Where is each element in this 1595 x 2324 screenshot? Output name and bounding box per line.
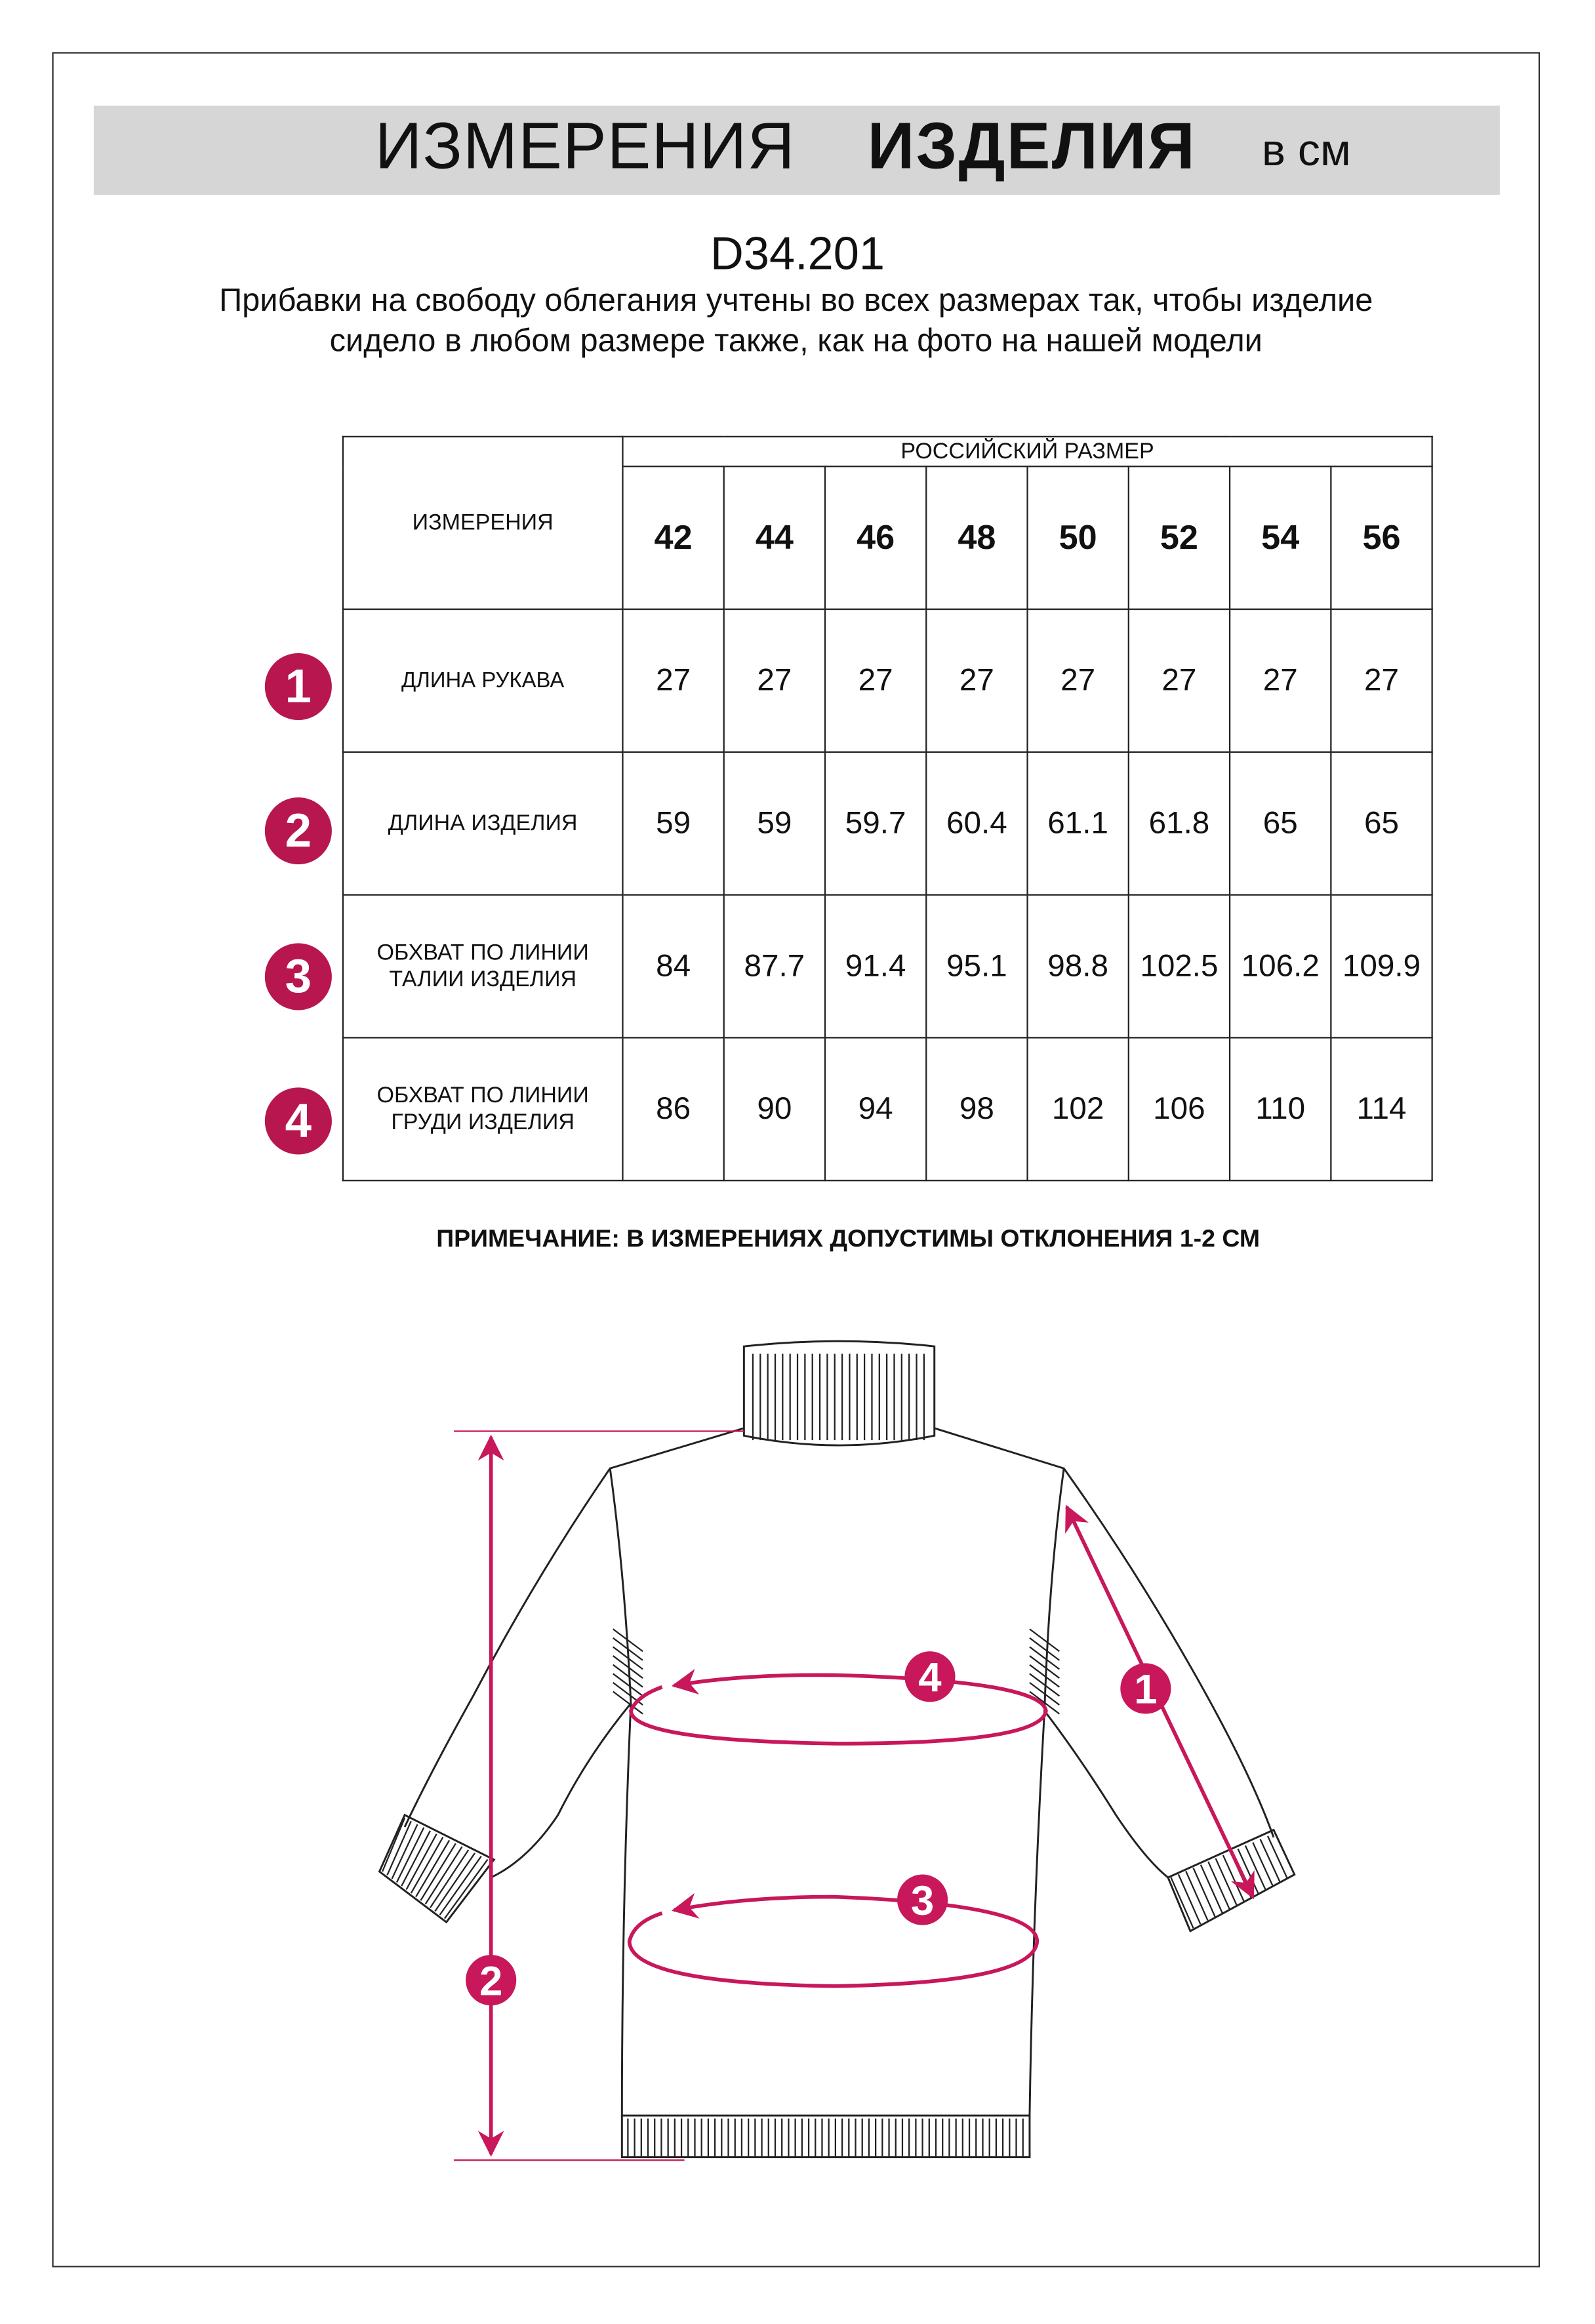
- size-table: ИЗМЕРЕНИЯ РОССИЙСКИЙ РАЗМЕР 42 44 46 48 50 52…: [342, 435, 1433, 1182]
- table-row: ОБХВАТ ПО ЛИНИИ ГРУДИ ИЗДЕЛИЯ 86 90 94 98 102…: [342, 1037, 1433, 1182]
- size-header-48: 48: [925, 466, 1028, 611]
- size-header-56: 56: [1330, 466, 1433, 611]
- rib-texture: [382, 1353, 1288, 2157]
- diagram-marker-1: 1: [1120, 1663, 1171, 1714]
- row-badge-4: 4: [264, 1087, 332, 1155]
- size-header-42: 42: [622, 466, 725, 611]
- row-badge-3: 3: [264, 942, 332, 1010]
- table-cell: 59.7: [824, 751, 927, 896]
- table-cell: 94: [824, 1037, 927, 1182]
- table-row: ДЛИНА ИЗДЕЛИЯ 59 59 59.7 60.4 61.1 61.8 65 65: [342, 751, 1433, 896]
- table-cell: 106.2: [1228, 894, 1332, 1039]
- chest-ellipse: [629, 1668, 1048, 1746]
- diagram-marker-4: 4: [904, 1651, 956, 1702]
- title-light: ИЗМЕРЕНИЯ: [374, 110, 796, 184]
- svg-text:2: 2: [479, 1957, 502, 2004]
- diagram-marker-2: 2: [466, 1955, 517, 2006]
- row-badge-1: 1: [264, 652, 332, 721]
- row-label: ОБХВАТ ПО ЛИНИИ ГРУДИ ИЗДЕЛИЯ: [342, 1037, 624, 1182]
- corner-label: ИЗМЕРЕНИЯ: [342, 435, 624, 611]
- table-cell: 27: [824, 608, 927, 753]
- table-cell: 27: [1026, 608, 1129, 753]
- table-row: ДЛИНА РУКАВА 27 27 27 27 27 27 27 27: [342, 608, 1433, 753]
- table-cell: 27: [1228, 608, 1332, 753]
- table-cell: 106: [1127, 1037, 1231, 1182]
- sweater-outline: [378, 1340, 1296, 2159]
- size-header-54: 54: [1228, 466, 1332, 611]
- row-label: ОБХВАТ ПО ЛИНИИ ТАЛИИ ИЗДЕЛИЯ: [342, 894, 624, 1039]
- guide-lines: [453, 1430, 744, 2161]
- table-cell: 114: [1330, 1037, 1433, 1182]
- table-cell: 98: [925, 1037, 1028, 1182]
- table-cell: 90: [723, 1037, 826, 1182]
- table-cell: 27: [925, 608, 1028, 753]
- table-cell: 27: [723, 608, 826, 753]
- svg-text:1: 1: [1134, 1666, 1157, 1713]
- table-cell: 84: [622, 894, 725, 1039]
- diagram-markers: 1 2 3 4: [466, 1651, 1171, 2006]
- description: Прибавки на свободу облегания учтены во …: [219, 283, 1373, 359]
- table-cell: 27: [622, 608, 725, 753]
- table-cell: 61.8: [1127, 751, 1231, 896]
- note: ПРИМЕЧАНИЕ: В ИЗМЕРЕНИЯХ ДОПУСТИМЫ ОТКЛО…: [436, 1226, 1261, 1253]
- diagram-marker-3: 3: [897, 1874, 948, 1925]
- row-label: ДЛИНА ИЗДЕЛИЯ: [342, 751, 624, 896]
- size-header-row: 42 44 46 48 50 52 54 56: [343, 466, 1433, 611]
- table-cell: 59: [723, 751, 826, 896]
- product-code: D34.201: [710, 228, 885, 280]
- table-cell: 98.8: [1026, 894, 1129, 1039]
- size-header-52: 52: [1127, 466, 1231, 611]
- table-cell: 65: [1330, 751, 1433, 896]
- table-row: ОБХВАТ ПО ЛИНИИ ТАЛИИ ИЗДЕЛИЯ 84 87.7 91.4 9…: [342, 894, 1433, 1039]
- size-header-46: 46: [824, 466, 927, 611]
- table-cell: 102: [1026, 1037, 1129, 1182]
- table-cell: 109.9: [1330, 894, 1433, 1039]
- table-cell: 65: [1228, 751, 1332, 896]
- measure-marks: [477, 1434, 1255, 2157]
- table-cell: 102.5: [1127, 894, 1231, 1039]
- row-label: ДЛИНА РУКАВА: [342, 608, 624, 753]
- table-cell: 110: [1228, 1037, 1332, 1182]
- row-badge-2: 2: [264, 797, 332, 865]
- svg-text:3: 3: [911, 1877, 934, 1924]
- table-cell: 87.7: [723, 894, 826, 1039]
- title-bold: ИЗДЕЛИЯ: [867, 110, 1197, 184]
- group-label: РОССИЙСКИЙ РАЗМЕР: [622, 435, 1433, 468]
- table-cell: 60.4: [925, 751, 1028, 896]
- size-header-44: 44: [723, 466, 826, 611]
- title-banner: [93, 106, 1500, 195]
- table-cell: 91.4: [824, 894, 927, 1039]
- size-header-50: 50: [1026, 466, 1129, 611]
- table-cell: 59: [622, 751, 725, 896]
- table-cell: 95.1: [925, 894, 1028, 1039]
- table-cell: 61.1: [1026, 751, 1129, 896]
- table-cell: 27: [1330, 608, 1433, 753]
- table-cell: 86: [622, 1037, 725, 1182]
- waist-ellipse: [627, 1893, 1040, 1988]
- title-unit: в см: [1261, 126, 1351, 176]
- table-cell: 27: [1127, 608, 1231, 753]
- svg-text:4: 4: [918, 1654, 941, 1701]
- page-frame: [52, 52, 1541, 2268]
